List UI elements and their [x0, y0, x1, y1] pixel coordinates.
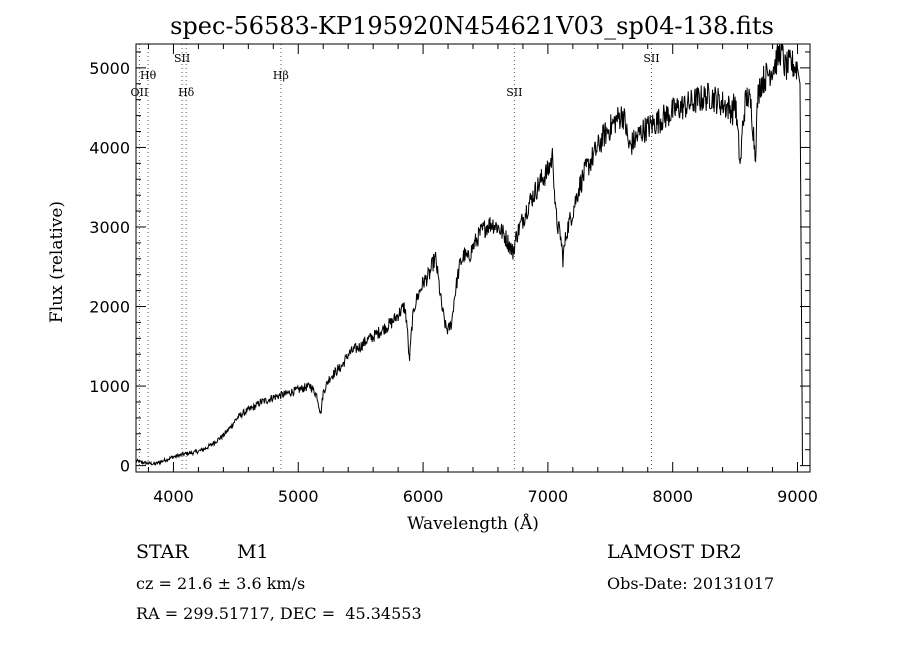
line-marker-label: Hβ	[273, 69, 289, 82]
flux-series-line	[135, 43, 803, 466]
chart-title: spec-56583-KP195920N454621V03_sp04-138.f…	[170, 12, 774, 40]
y-axis-label: Flux (relative)	[47, 201, 67, 323]
x-tick-label: 9000	[777, 487, 818, 506]
x-tick-label: 7000	[528, 487, 569, 506]
line-marker-label: Hθ	[140, 69, 157, 82]
y-tick-label: 0	[120, 457, 130, 476]
y-tick-label: 3000	[89, 218, 130, 237]
x-tick-label: 8000	[652, 487, 693, 506]
y-tick-label: 1000	[89, 377, 130, 396]
line-marker-label: SII	[174, 52, 190, 65]
axes: 4000 5000 6000 7000 8000 9000 0 1000 2000 3000 400…	[89, 44, 818, 506]
observation-date: Obs-Date: 20131017	[607, 574, 775, 593]
redshift-velocity: cz = 21.6 ± 3.6 km/s	[136, 574, 306, 593]
x-tick-label: 6000	[403, 487, 444, 506]
line-marker-label: OII	[131, 86, 149, 99]
spectrum-chart: spec-56583-KP195920N454621V03_sp04-138.f…	[47, 12, 818, 534]
x-tick-label: 5000	[278, 487, 319, 506]
line-marker-label: Hδ	[178, 86, 195, 99]
line-marker-label: SII	[643, 52, 659, 65]
sky-coordinates: RA = 299.51717, DEC = 45.34553	[136, 604, 422, 623]
y-tick-label: 2000	[89, 298, 130, 317]
emission-line-markers: OII Hθ SII Hδ Hβ SII SII	[131, 44, 660, 472]
x-axis-label: Wavelength (Å)	[407, 513, 539, 534]
survey-name: LAMOST DR2	[607, 541, 742, 563]
x-tick-label: 4000	[153, 487, 194, 506]
plot-frame	[135, 43, 811, 473]
object-class: STAR	[136, 541, 189, 563]
y-tick-label: 4000	[89, 138, 130, 157]
y-tick-label: 5000	[89, 59, 130, 78]
object-subclass: M1	[237, 541, 269, 563]
line-marker-label: SII	[506, 86, 522, 99]
